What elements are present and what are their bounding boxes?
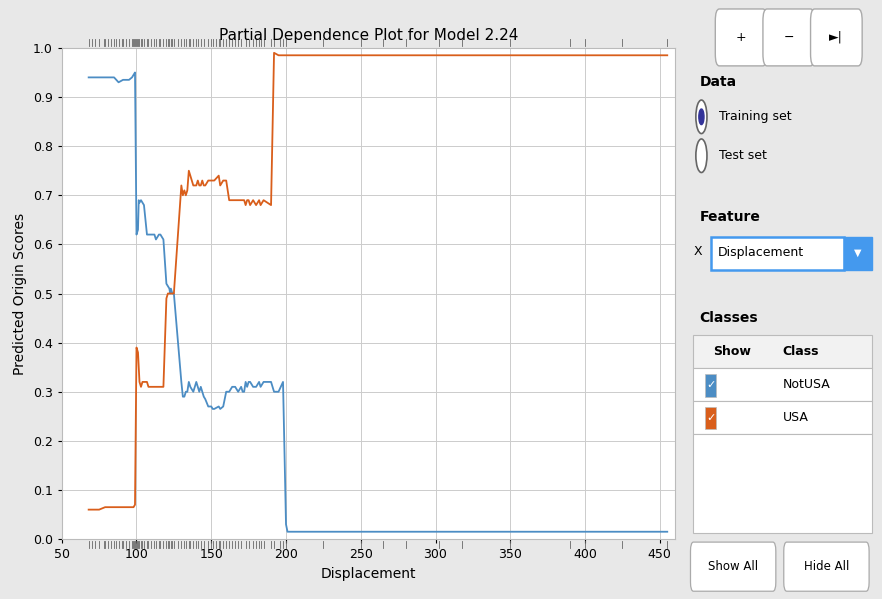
Text: ►|: ►| [829, 31, 843, 44]
FancyBboxPatch shape [811, 9, 863, 66]
FancyBboxPatch shape [693, 401, 872, 434]
Text: ✓: ✓ [706, 413, 715, 423]
FancyBboxPatch shape [693, 335, 872, 368]
Text: USA: USA [783, 412, 809, 424]
Circle shape [699, 109, 704, 125]
FancyBboxPatch shape [693, 368, 872, 401]
FancyBboxPatch shape [706, 374, 716, 397]
Text: Show: Show [714, 346, 751, 358]
Text: Test set: Test set [720, 149, 767, 162]
Text: −: − [783, 31, 794, 44]
Circle shape [696, 139, 707, 173]
FancyBboxPatch shape [784, 542, 869, 591]
Text: Training set: Training set [720, 110, 792, 123]
Text: NotUSA: NotUSA [783, 379, 831, 391]
Text: Feature: Feature [699, 210, 760, 223]
FancyBboxPatch shape [712, 237, 844, 270]
X-axis label: Displacement: Displacement [320, 567, 416, 580]
Text: +: + [736, 31, 746, 44]
Text: Hide All: Hide All [804, 560, 849, 573]
FancyBboxPatch shape [844, 237, 872, 270]
Text: Data: Data [699, 75, 736, 89]
Text: X: X [693, 245, 702, 258]
Text: Class: Class [783, 346, 819, 358]
Title: Partial Dependence Plot for Model 2.24: Partial Dependence Plot for Model 2.24 [219, 28, 518, 43]
FancyBboxPatch shape [693, 434, 872, 533]
Text: Show All: Show All [708, 560, 759, 573]
FancyBboxPatch shape [706, 407, 716, 429]
Y-axis label: Predicted Origin Scores: Predicted Origin Scores [13, 213, 27, 374]
Text: Classes: Classes [699, 311, 758, 325]
Text: Displacement: Displacement [717, 246, 804, 259]
FancyBboxPatch shape [715, 9, 767, 66]
FancyBboxPatch shape [691, 542, 776, 591]
FancyBboxPatch shape [763, 9, 815, 66]
Circle shape [696, 100, 707, 134]
Text: ✓: ✓ [706, 380, 715, 390]
Text: ▼: ▼ [855, 248, 862, 258]
